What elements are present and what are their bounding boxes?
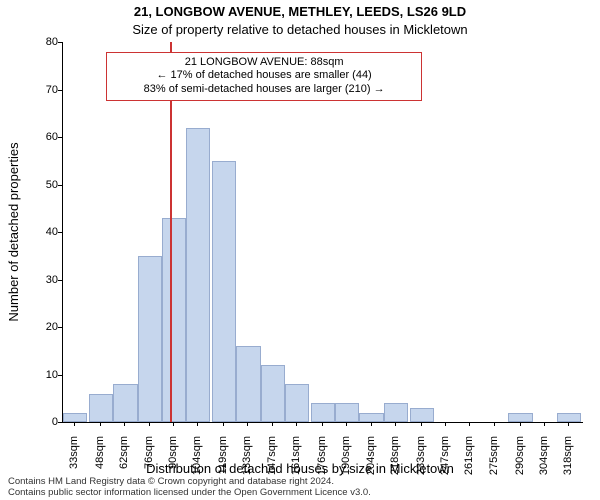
annotation-line3: 83% of semi-detached houses are larger (… bbox=[113, 83, 415, 97]
histogram-bar bbox=[89, 394, 113, 423]
attribution-footer: Contains HM Land Registry data © Crown c… bbox=[8, 477, 371, 498]
histogram-bar bbox=[384, 403, 408, 422]
histogram-bar bbox=[335, 403, 359, 422]
histogram-bar bbox=[359, 413, 383, 423]
plot-area: 21 LONGBOW AVENUE: 88sqm ← 17% of detach… bbox=[62, 42, 583, 423]
histogram-bar bbox=[212, 161, 236, 422]
chart-subtitle: Size of property relative to detached ho… bbox=[0, 22, 600, 37]
y-tick-label: 50 bbox=[0, 179, 58, 191]
histogram-bar bbox=[63, 413, 87, 423]
histogram-bar bbox=[113, 384, 137, 422]
footer-line1: Contains HM Land Registry data © Crown c… bbox=[8, 477, 371, 487]
x-axis-label: Distribution of detached houses by size … bbox=[0, 461, 600, 476]
histogram-bar bbox=[311, 403, 335, 422]
annotation-line1: 21 LONGBOW AVENUE: 88sqm bbox=[113, 56, 415, 70]
histogram-bar bbox=[162, 218, 186, 422]
histogram-bar bbox=[261, 365, 285, 422]
footer-line2: Contains public sector information licen… bbox=[8, 488, 371, 498]
y-tick-label: 10 bbox=[0, 369, 58, 381]
histogram-bar bbox=[186, 128, 210, 423]
histogram-bar bbox=[557, 413, 581, 423]
annotation-box: 21 LONGBOW AVENUE: 88sqm ← 17% of detach… bbox=[106, 52, 422, 101]
histogram-bar bbox=[138, 256, 162, 422]
chart-title: 21, LONGBOW AVENUE, METHLEY, LEEDS, LS26… bbox=[0, 4, 600, 19]
chart-container: 21, LONGBOW AVENUE, METHLEY, LEEDS, LS26… bbox=[0, 0, 600, 500]
histogram-bar bbox=[508, 413, 532, 423]
histogram-bar bbox=[285, 384, 309, 422]
y-tick-label: 20 bbox=[0, 321, 58, 333]
y-tick-label: 0 bbox=[0, 416, 58, 428]
histogram-bar bbox=[236, 346, 260, 422]
y-tick-label: 60 bbox=[0, 131, 58, 143]
y-tick-label: 30 bbox=[0, 274, 58, 286]
annotation-line2: ← 17% of detached houses are smaller (44… bbox=[113, 69, 415, 83]
histogram-bar bbox=[410, 408, 434, 422]
y-tick-label: 70 bbox=[0, 84, 58, 96]
y-tick-label: 40 bbox=[0, 226, 58, 238]
y-tick-label: 80 bbox=[0, 36, 58, 48]
